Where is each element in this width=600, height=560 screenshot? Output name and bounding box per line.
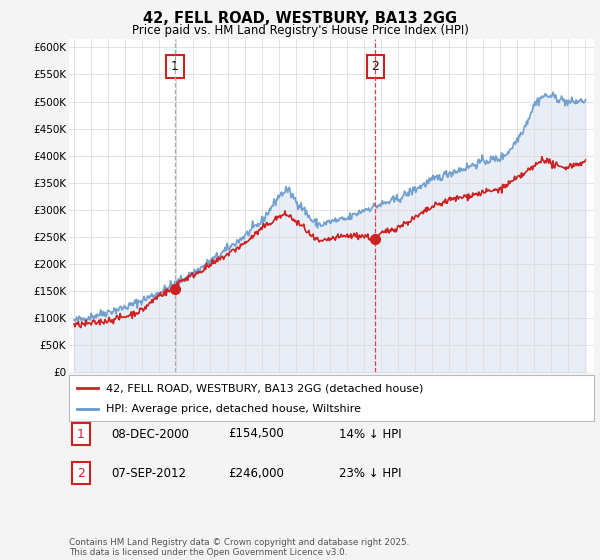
Text: 1: 1 — [77, 427, 85, 441]
Text: £154,500: £154,500 — [228, 427, 284, 441]
Text: HPI: Average price, detached house, Wiltshire: HPI: Average price, detached house, Wilt… — [106, 404, 361, 414]
Text: 2: 2 — [77, 466, 85, 480]
Text: 07-SEP-2012: 07-SEP-2012 — [111, 466, 186, 480]
Text: 42, FELL ROAD, WESTBURY, BA13 2GG: 42, FELL ROAD, WESTBURY, BA13 2GG — [143, 11, 457, 26]
Text: 2: 2 — [371, 60, 379, 73]
Text: 08-DEC-2000: 08-DEC-2000 — [111, 427, 189, 441]
Text: 42, FELL ROAD, WESTBURY, BA13 2GG (detached house): 42, FELL ROAD, WESTBURY, BA13 2GG (detac… — [106, 383, 423, 393]
Text: 23% ↓ HPI: 23% ↓ HPI — [339, 466, 401, 480]
Text: 14% ↓ HPI: 14% ↓ HPI — [339, 427, 401, 441]
Text: Price paid vs. HM Land Registry's House Price Index (HPI): Price paid vs. HM Land Registry's House … — [131, 24, 469, 36]
Text: £246,000: £246,000 — [228, 466, 284, 480]
Text: 1: 1 — [171, 60, 179, 73]
Text: Contains HM Land Registry data © Crown copyright and database right 2025.
This d: Contains HM Land Registry data © Crown c… — [69, 538, 409, 557]
